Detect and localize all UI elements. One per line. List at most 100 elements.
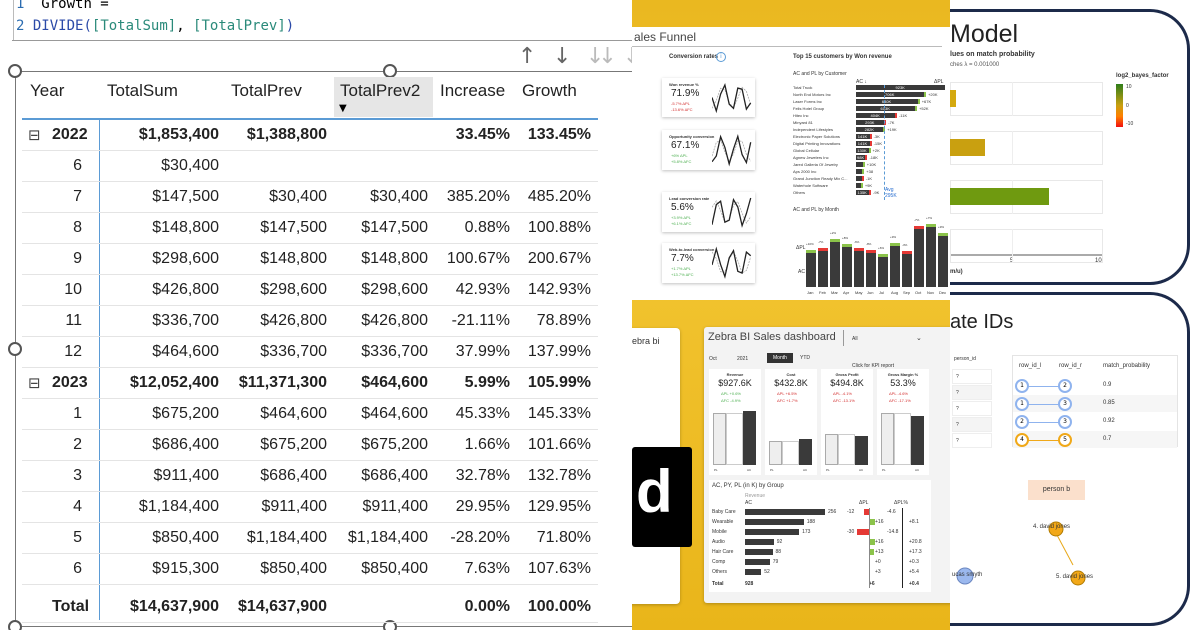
customer-bar[interactable]: 640K [856,99,918,104]
info-icon[interactable]: i [716,52,726,62]
year-cell[interactable]: 4 [73,498,82,515]
customer-bar[interactable]: 293K [856,120,885,125]
customer-bar[interactable] [856,162,863,167]
year-cell[interactable]: 1 [73,405,82,422]
month-bar[interactable] [854,247,864,287]
resize-handle[interactable] [8,342,22,356]
code-line-2[interactable]: 2 DIVIDE([TotalSum], [TotalPrev]) [16,18,294,34]
customer-bar[interactable]: 282K [856,127,884,132]
collapse-icon[interactable]: ⊟ [28,374,41,392]
bar[interactable] [950,188,1050,205]
month-bar[interactable] [890,243,900,287]
year-cell[interactable]: 7 [73,188,82,205]
month-bar[interactable] [830,239,840,287]
month-bar[interactable] [926,224,936,287]
group-bar[interactable] [745,529,800,535]
expand-icon[interactable]: ↓ [623,44,632,69]
group-bar[interactable] [745,559,770,565]
collapse-icon[interactable]: ⊟ [28,126,41,144]
kpi-card[interactable]: Gross Profit $494.8K ΔPL -4.1% ΔFC -13.1% PL… [821,369,873,475]
tab-month[interactable]: Month [767,353,793,363]
month-bar[interactable] [842,244,852,287]
customer-bar[interactable] [856,176,862,181]
customer-bar[interactable] [856,183,861,188]
filter-dropdown[interactable]: All [852,336,858,342]
year-cell[interactable]: 6 [73,157,82,174]
customer-bar[interactable]: 141K [856,134,870,139]
customer-bar[interactable] [856,169,863,174]
header-increase[interactable]: Increase [440,81,506,100]
code-line-1[interactable]: 1 Growth = [16,0,109,12]
header-totalprev2[interactable]: TotalPrev2 [340,81,421,100]
row-id-left[interactable]: 2 [1015,415,1029,429]
year-cell[interactable]: Total [52,598,90,615]
customer-bar[interactable]: 404K [856,113,895,118]
group-bar[interactable] [745,549,773,555]
month-bar[interactable] [878,254,888,287]
group-bar[interactable] [745,569,762,575]
year-cell[interactable]: 2023 [52,374,88,391]
bar[interactable] [950,90,957,107]
header-growth[interactable]: Growth [522,81,577,100]
resize-handle[interactable] [383,64,397,78]
month-bar[interactable] [938,232,948,287]
drill-down-icon[interactable]: ↓↓ [586,44,617,69]
year-cell[interactable]: 12 [64,343,82,360]
customer-bar[interactable]: 141K [856,141,870,146]
sort-up-icon[interactable]: ↑ [518,44,537,69]
year-cell[interactable]: 6 [73,560,82,577]
row-id-right[interactable]: 3 [1058,397,1072,411]
kpi-report-link[interactable]: Click for KPI report [852,363,894,369]
customer-bar[interactable]: 706K [856,92,925,97]
header-totalsum[interactable]: TotalSum [107,81,178,100]
customer-bar[interactable]: 613K [856,106,916,111]
year-cell[interactable]: 2 [73,436,82,453]
month-bar[interactable] [818,247,828,287]
customer-bar[interactable]: 923K [856,85,945,90]
kpi-card[interactable]: Lead conversion rate 5.6% +3.9% ΔPL +6.1% Δ… [662,192,755,232]
resize-handle[interactable] [8,64,22,78]
year-cell[interactable]: 5 [73,529,82,546]
tab-ytd[interactable]: YTD [800,355,810,361]
bar[interactable] [950,139,986,156]
row-id-right[interactable]: 3 [1058,415,1072,429]
customer-bar[interactable]: 98K [856,155,866,160]
resize-handle[interactable] [383,620,397,630]
year-cell[interactable]: 10 [64,281,82,298]
kpi-card[interactable]: Revenue $927.6K ΔPL +0.6% ΔFC -4.9% PL AC [709,369,761,475]
kpi-card[interactable]: Gross Margin % 53.3% ΔPL -4.6% ΔFC -17.1% PL… [877,369,929,475]
year-cell[interactable]: 9 [73,250,82,267]
month-bar[interactable] [866,249,876,287]
year-select[interactable]: 2021 [737,356,749,362]
row-id-right[interactable]: 2 [1058,379,1072,393]
month-bar[interactable] [806,249,816,287]
header-totalprev[interactable]: TotalPrev [231,81,302,100]
year-cell[interactable]: 2022 [52,126,88,143]
node[interactable] [1048,521,1064,537]
kpi-card[interactable]: Cost $432.8K ΔPL +6.5% ΔFC +1.7% PL AC [765,369,817,475]
year-cell[interactable]: 11 [65,312,82,329]
group-bar[interactable] [745,539,774,545]
chevron-down-icon[interactable]: ⌄ [916,335,922,342]
node[interactable] [1070,570,1086,586]
row-id-right[interactable]: 5 [1058,433,1072,447]
customer-bar[interactable]: 135K [856,190,870,195]
row-id-left[interactable]: 4 [1015,433,1029,447]
month-bar[interactable] [914,225,924,287]
month-select[interactable]: Oct [709,356,717,362]
kpi-card[interactable]: Won revenue % 71.9% -5.7% ΔPL -13.6% ΔFC [662,78,755,117]
node[interactable] [956,567,974,585]
group-bar[interactable] [745,519,804,525]
month-bar[interactable] [902,250,912,287]
customer-bar[interactable]: 130K [856,148,869,153]
row-id-left[interactable]: 1 [1015,397,1029,411]
row-id-left[interactable]: 1 [1015,379,1029,393]
kpi-card[interactable]: Web-to-lead conversion 7.7% +1.7% ΔPL +13.7… [662,243,755,283]
sort-down-icon[interactable]: ↓ [553,44,572,69]
year-cell[interactable]: 8 [73,219,82,236]
sort-desc-icon[interactable]: ▼ [339,103,347,114]
group-bar[interactable] [745,509,825,515]
year-cell[interactable]: 3 [73,467,82,484]
header-year[interactable]: Year [30,81,65,100]
kpi-card[interactable]: Opportunity conversion 67.1% +6% ΔPL +5.8% … [662,130,755,170]
